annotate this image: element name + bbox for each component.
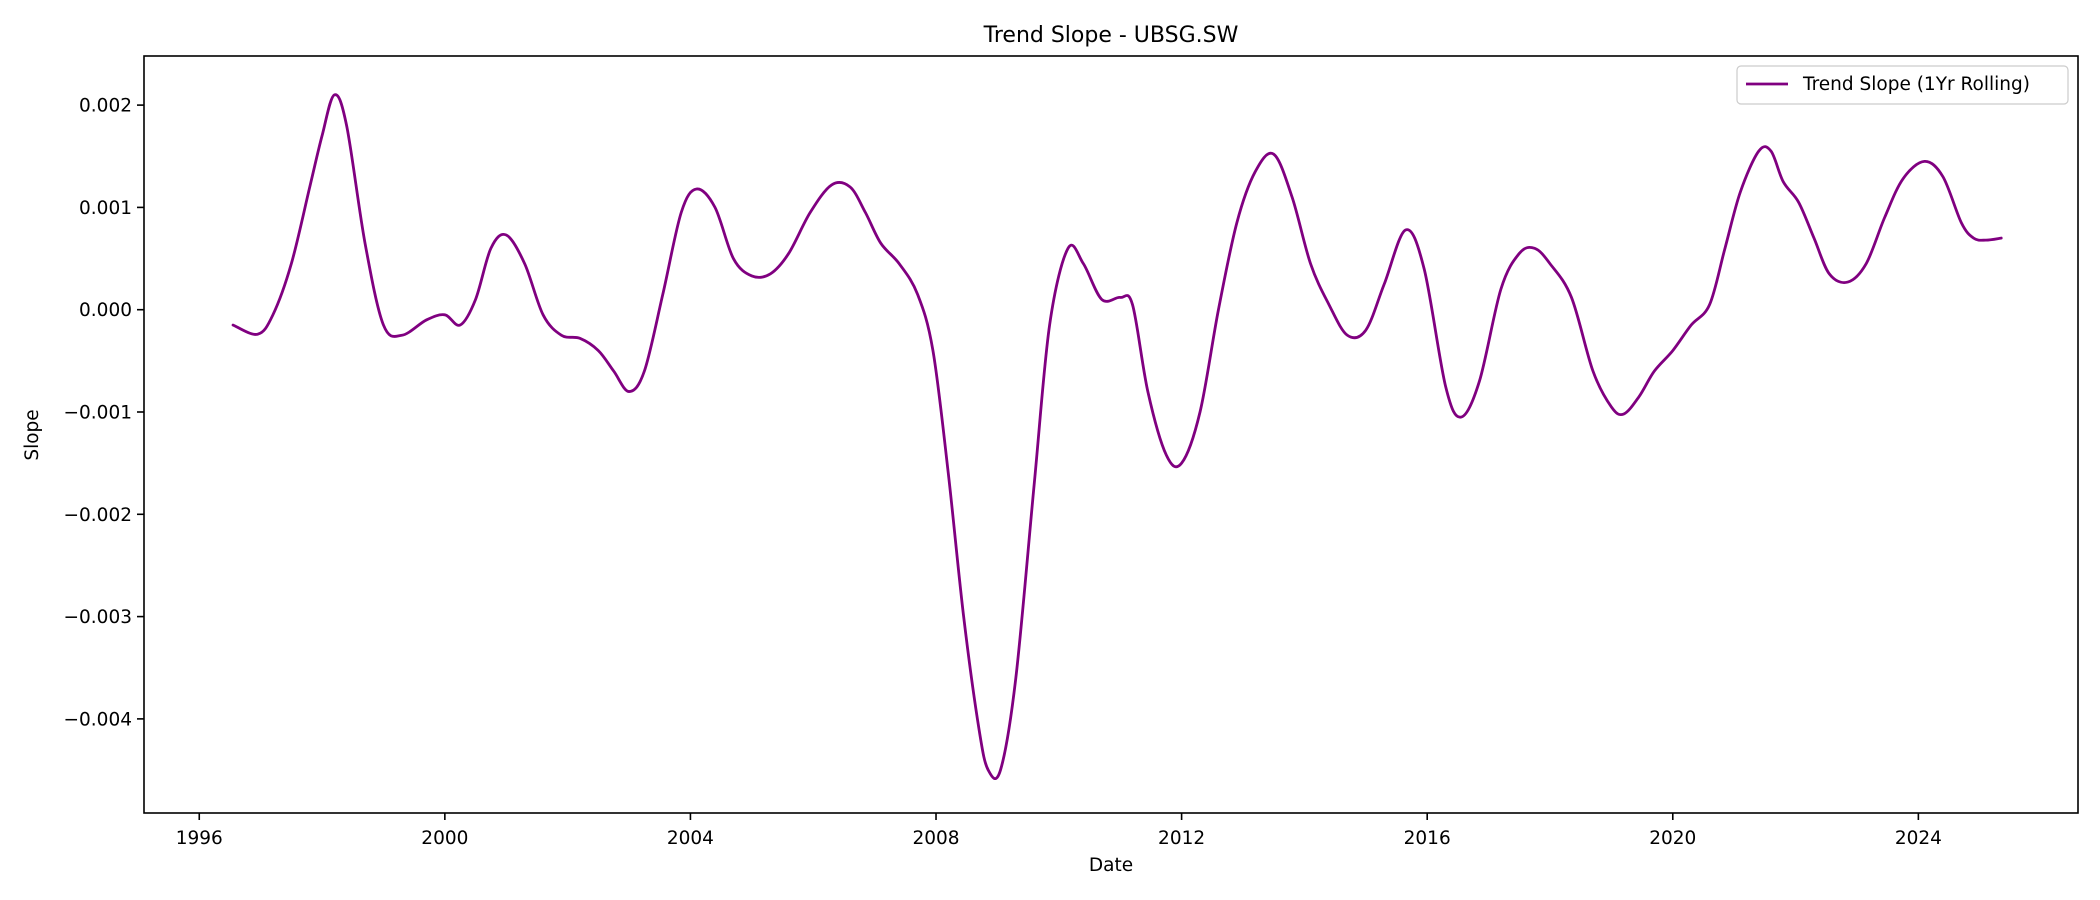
plot-series (231, 93, 2003, 780)
legend: Trend Slope (1Yr Rolling) (1736, 65, 2069, 105)
x-axis-title: Date (1089, 855, 1133, 876)
x-tick-label: 2004 (667, 828, 714, 849)
x-tick-label: 2016 (1404, 828, 1451, 849)
y-tick-label: −0.004 (64, 709, 132, 730)
chart-title: Trend Slope - UBSG.SW (983, 23, 1239, 48)
x-tick-label: 2024 (1895, 828, 1942, 849)
legend-box (1736, 65, 2069, 105)
y-tick-label: −0.001 (64, 402, 132, 423)
y-tick-label: 0.000 (79, 300, 132, 321)
x-tick-label: 2008 (912, 828, 959, 849)
y-tick-label: 0.001 (79, 198, 132, 219)
series-line-trend-slope (231, 93, 2003, 780)
plot-frame (143, 55, 2079, 814)
y-tick-label: −0.003 (64, 607, 132, 628)
y-axis-title: Slope (22, 409, 43, 460)
y-axis: 0.002 0.001 0.000 −0.001 −0.002 −0.003 −0.004 (64, 96, 144, 730)
x-axis: 1996 2000 2004 2008 2012 2016 2020 2024 (176, 813, 1942, 849)
y-tick-label: 0.002 (79, 96, 132, 117)
x-tick-label: 2000 (421, 828, 468, 849)
x-tick-label: 2012 (1158, 828, 1205, 849)
legend-label: Trend Slope (1Yr Rolling) (1802, 74, 2030, 95)
x-tick-label: 2020 (1649, 828, 1696, 849)
y-tick-label: −0.002 (64, 505, 132, 526)
x-tick-label: 1996 (176, 828, 223, 849)
